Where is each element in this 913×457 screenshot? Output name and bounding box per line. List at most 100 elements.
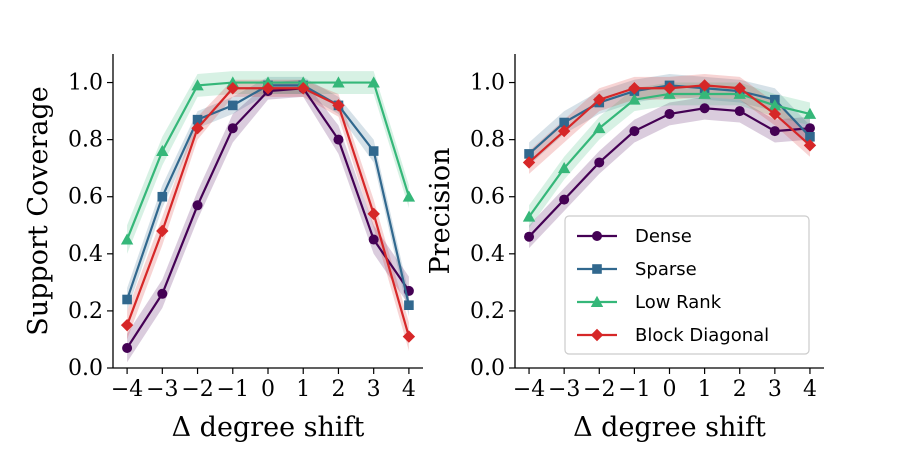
point-block-diagonal — [120, 318, 134, 332]
point-block-diagonal — [628, 82, 641, 95]
point-dense — [122, 343, 133, 354]
point-sparse — [227, 100, 238, 111]
legend-label-dense: Dense — [635, 226, 692, 247]
x-tick-label: 3 — [367, 377, 381, 402]
support-coverage-chart: 0.0 0.2 0.4 0.6 0.8 1.0 −4 −3 −2 −1 0 1 2 3 4 Δ degree … — [23, 54, 423, 443]
point-dense — [333, 134, 344, 145]
y-tick-label: 0.0 — [470, 356, 505, 381]
precision-chart: 0.0 0.2 0.4 0.6 0.8 1.0 −4 −3 −2 −1 0 1 2 3 4 Δ degree … — [425, 54, 824, 443]
legend-marker-sparse — [592, 264, 602, 274]
x-tick-label: −3 — [146, 377, 178, 402]
point-dense — [699, 103, 710, 114]
x-axis-label: Δ degree shift — [573, 412, 766, 443]
x-tick-label: 1 — [296, 377, 310, 402]
legend-marker-low-rank — [590, 295, 604, 307]
point-dense — [804, 123, 815, 134]
point-low-rank — [557, 161, 571, 174]
point-sparse — [805, 131, 815, 142]
point-sparse — [404, 300, 414, 310]
point-low-rank — [803, 107, 817, 119]
point-block-diagonal — [156, 224, 169, 238]
point-block-diagonal — [402, 330, 416, 343]
point-block-diagonal — [557, 124, 571, 138]
x-tick-label: −2 — [181, 377, 213, 402]
y-tick-label: 0.8 — [68, 128, 103, 153]
x-tick-label: 1 — [698, 377, 712, 402]
point-low-rank — [522, 210, 536, 222]
point-dense — [524, 231, 535, 242]
point-block-diagonal — [733, 82, 746, 95]
point-sparse — [122, 294, 132, 305]
point-low-rank — [156, 144, 169, 157]
legend-frame — [564, 215, 810, 355]
point-block-diagonal — [297, 82, 310, 95]
point-low-rank — [226, 76, 239, 88]
band-dense — [127, 79, 409, 363]
point-sparse — [559, 117, 569, 128]
x-tick-label: 0 — [663, 377, 677, 402]
y-axis-label: Support Coverage — [23, 86, 54, 335]
point-low-rank — [120, 233, 134, 245]
y-tick-label: 1.0 — [470, 71, 505, 96]
x-tick-label: 3 — [768, 377, 782, 402]
point-low-rank — [698, 87, 711, 99]
point-block-diagonal — [698, 79, 711, 92]
point-block-diagonal — [367, 207, 380, 221]
point-dense — [594, 157, 605, 168]
point-low-rank — [261, 76, 275, 88]
point-dense — [664, 108, 675, 119]
y-tick-label: 0.8 — [470, 128, 505, 153]
point-dense — [227, 123, 238, 134]
point-sparse — [524, 149, 534, 159]
y-tick-label: 0.2 — [68, 299, 103, 324]
point-low-rank — [332, 76, 345, 88]
point-block-diagonal — [191, 122, 204, 135]
legend-label-low-rank: Low Rank — [635, 292, 722, 313]
y-tick-label: 1.0 — [68, 71, 103, 96]
x-tick-label: 4 — [402, 377, 416, 402]
point-low-rank — [367, 76, 380, 88]
point-low-rank — [297, 76, 310, 88]
point-low-rank — [628, 93, 641, 105]
point-dense — [192, 200, 203, 211]
x-tick-label: −2 — [583, 377, 615, 402]
point-low-rank — [768, 99, 782, 111]
point-dense — [368, 234, 379, 245]
band-dense — [529, 96, 810, 249]
point-low-rank — [593, 122, 606, 134]
legend-label-sparse: Sparse — [635, 259, 697, 280]
x-tick-label: 2 — [331, 377, 345, 402]
x-tick-label: 4 — [803, 377, 817, 402]
y-tick-label: 0.2 — [470, 299, 505, 324]
point-block-diagonal — [226, 82, 239, 95]
point-dense — [734, 106, 745, 117]
y-tick-label: 0.0 — [68, 356, 103, 381]
point-low-rank — [402, 190, 416, 202]
x-tick-label: 0 — [261, 377, 275, 402]
legend-marker-dense — [592, 231, 602, 241]
point-block-diagonal — [261, 82, 275, 95]
point-low-rank — [191, 79, 204, 91]
x-tick-label: −1 — [618, 377, 650, 402]
point-block-diagonal — [663, 82, 676, 95]
point-dense — [157, 288, 168, 299]
y-axis-label: Precision — [425, 148, 456, 275]
point-block-diagonal — [332, 99, 345, 112]
y-tick-label: 0.4 — [68, 242, 103, 267]
x-tick-label: −1 — [217, 377, 249, 402]
x-tick-label: −3 — [548, 377, 580, 402]
x-axis-label: Δ degree shift — [172, 412, 365, 443]
point-sparse — [368, 146, 379, 156]
point-dense — [559, 194, 570, 205]
band-low-rank — [529, 82, 810, 229]
point-dense — [769, 126, 780, 137]
legend: Dense Sparse Low Rank Block Diagonal — [564, 215, 810, 355]
y-tick-label: 0.6 — [470, 185, 505, 210]
point-block-diagonal — [803, 139, 817, 152]
legend-label-block-diagonal: Block Diagonal — [635, 325, 769, 346]
y-tick-label: 0.6 — [68, 185, 103, 210]
point-block-diagonal — [593, 93, 606, 106]
x-tick-label: −4 — [111, 377, 143, 402]
point-dense — [629, 126, 640, 137]
